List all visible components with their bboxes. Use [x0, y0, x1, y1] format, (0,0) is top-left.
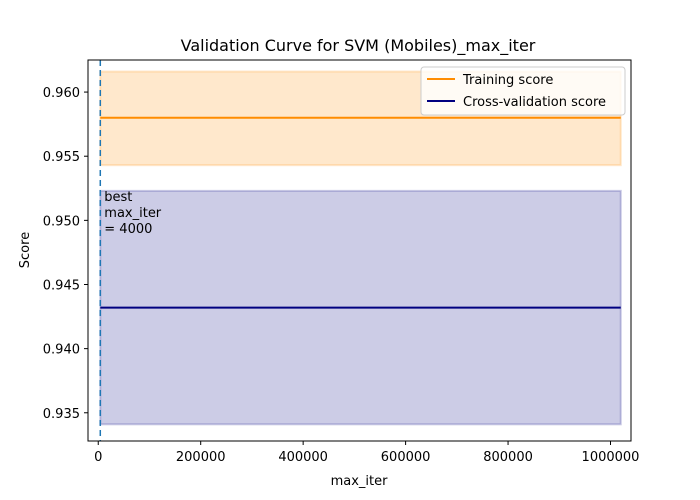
y-tick-label: 0.960 [43, 86, 80, 101]
y-tick-label: 0.950 [43, 214, 80, 229]
best-annotation-line: max_iter [104, 206, 162, 221]
best-annotation: best max_iter = 4000 [104, 190, 162, 237]
plot-area: best max_iter = 4000 [99, 60, 622, 441]
x-tick-label: 200000 [176, 450, 226, 465]
x-tick-label: 400000 [278, 450, 328, 465]
chart-title: Validation Curve for SVM (Mobiles)_max_i… [181, 36, 536, 56]
y-tick-label: 0.945 [43, 278, 80, 293]
x-tick-label: 600000 [381, 450, 431, 465]
x-tick-label: 1000000 [582, 450, 640, 465]
y-axis: 0.935 0.940 0.945 0.950 0.955 0.960 [43, 86, 88, 422]
legend-entry: Training score [462, 73, 553, 88]
y-tick-label: 0.940 [43, 343, 80, 358]
best-annotation-line: = 4000 [104, 222, 152, 237]
x-axis: 0 200000 400000 600000 800000 1000000 [94, 441, 639, 465]
x-tick-label: 0 [94, 450, 102, 465]
legend-entry: Cross-validation score [463, 95, 606, 110]
x-tick-label: 800000 [483, 450, 533, 465]
plot-frame [87, 59, 632, 442]
legend-box [420, 66, 626, 116]
x-axis-label: max_iter [331, 474, 389, 489]
legend: Training score Cross-validation score [420, 66, 626, 116]
y-axis-label: Score [18, 232, 33, 268]
y-tick-label: 0.935 [43, 407, 80, 422]
best-annotation-line: best [104, 190, 132, 205]
y-tick-label: 0.955 [43, 150, 80, 165]
